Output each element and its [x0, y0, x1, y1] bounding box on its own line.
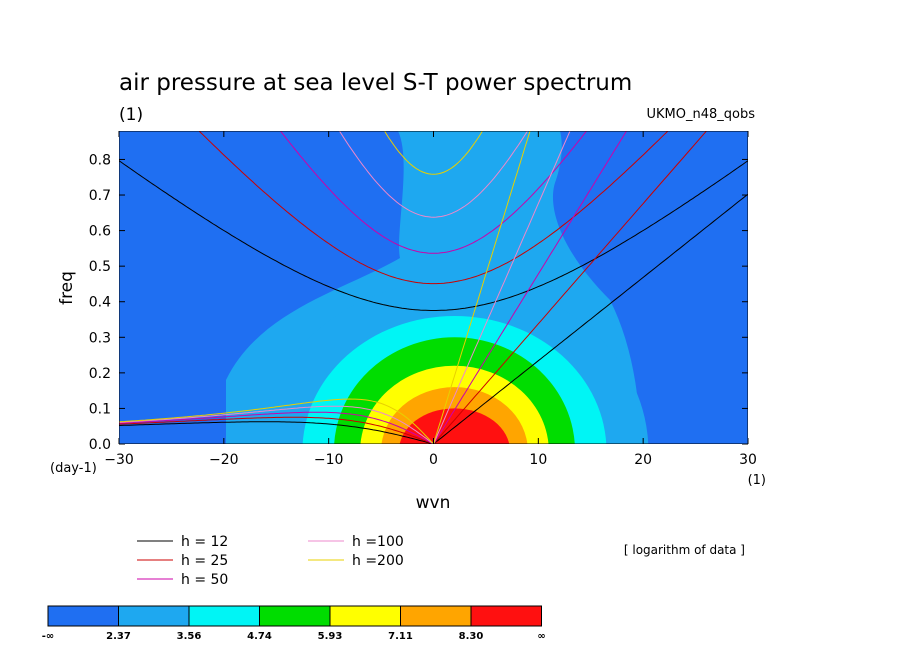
x-tick-label: −10	[314, 452, 344, 468]
rossby-curve-h50	[119, 411, 434, 444]
inertia-gravity-curve-h100	[338, 131, 529, 218]
y-tick-label: 0.5	[89, 259, 111, 275]
chart-subtitle: (1)	[119, 105, 143, 125]
inertia-gravity-curve-h50	[279, 131, 588, 254]
colorbar-label: 2.37	[106, 631, 131, 642]
legend-label-h50: h = 50	[181, 572, 228, 588]
x-unit-label: (1)	[748, 473, 766, 488]
kelvin-curve-h100	[433, 131, 571, 444]
kelvin-curve-h200	[433, 131, 531, 444]
colorbar-label: -∞	[42, 631, 54, 642]
inertia-gravity-curve-h25	[198, 131, 669, 285]
colorbar-segment	[400, 605, 472, 627]
colorbar-segment	[188, 605, 260, 627]
kelvin-curve-h50	[433, 131, 628, 444]
model-label: UKMO_n48_qobs	[646, 107, 755, 122]
x-tick-label: 10	[529, 452, 547, 468]
colorbar-segment	[470, 605, 542, 627]
colorbar-segment	[329, 605, 401, 627]
y-tick-label: 0.4	[89, 295, 111, 311]
contour-fill-8.30	[399, 408, 510, 444]
y-tick-label: 0.0	[89, 437, 111, 453]
curve-legend: h = 12 h = 25 h = 50 h =100 h =200	[137, 534, 404, 588]
chart-title: air pressure at sea level S-T power spec…	[119, 70, 632, 96]
x-axis: −30 −20 −10 0 10 20 30	[104, 131, 757, 468]
colorbar-label: ∞	[537, 631, 545, 642]
legend-label-h25: h = 25	[181, 553, 228, 569]
contour-fill-7.11	[381, 387, 528, 444]
x-tick-label: −30	[104, 452, 134, 468]
rossby-curve-h100	[119, 405, 434, 444]
inertia-gravity-curve-h12	[119, 160, 748, 311]
y-tick-label: 0.8	[89, 152, 111, 168]
colorbar-label: 7.11	[388, 631, 413, 642]
x-tick-label: −20	[209, 452, 239, 468]
y-tick-label: 0.7	[89, 188, 111, 204]
rossby-curve-h25	[119, 416, 434, 444]
y-tick-label: 0.6	[89, 224, 111, 240]
y-axis: 0.0 0.1 0.2 0.3 0.4 0.5 0.6 0.7 0.8	[89, 152, 748, 453]
colorbar-segment	[259, 605, 331, 627]
colorbar-segment	[47, 605, 119, 627]
x-tick-label: 20	[634, 452, 652, 468]
y-tick-label: 0.1	[89, 401, 111, 417]
log-note: [ logarithm of data ]	[624, 543, 745, 557]
colorbar-label: 5.93	[318, 631, 343, 642]
colorbar: -∞ 2.37 3.56 4.74 5.93 7.11 8.30 ∞	[42, 605, 546, 642]
x-axis-label: wvn	[416, 493, 451, 513]
y-tick-label: 0.3	[89, 330, 111, 346]
legend-label-h100: h =100	[352, 534, 404, 550]
y-unit-label: (day-1)	[50, 461, 97, 476]
kelvin-curve-h25	[433, 131, 708, 444]
y-tick-label: 0.2	[89, 366, 111, 382]
colorbar-label: 3.56	[177, 631, 202, 642]
x-tick-label: 0	[429, 452, 438, 468]
x-tick-label: 30	[739, 452, 757, 468]
kelvin-curve-h12	[433, 193, 748, 444]
inertia-gravity-curve-h200	[383, 131, 484, 175]
y-axis-label: freq	[57, 271, 77, 305]
colorbar-label: 4.74	[247, 631, 272, 642]
rossby-curve-h12	[119, 421, 434, 444]
legend-label-h12: h = 12	[181, 534, 228, 550]
colorbar-label: 8.30	[459, 631, 484, 642]
legend-label-h200: h =200	[352, 553, 404, 569]
rossby-curve-h200	[119, 398, 434, 444]
colorbar-segment	[118, 605, 190, 627]
plot-area	[119, 131, 748, 444]
